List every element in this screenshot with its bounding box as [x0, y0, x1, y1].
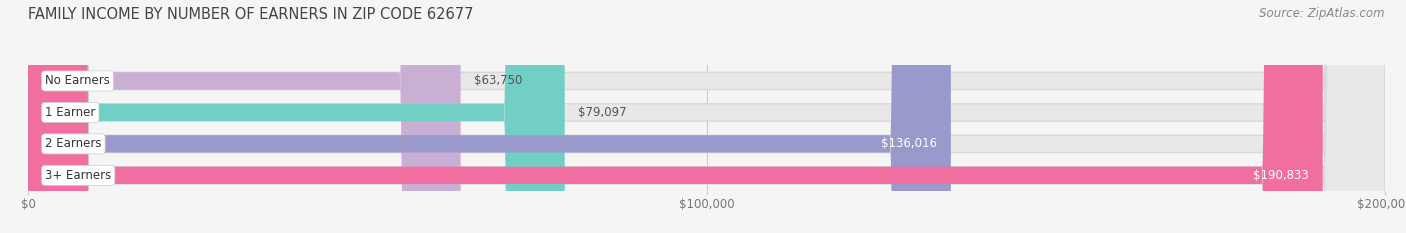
Text: 1 Earner: 1 Earner [45, 106, 96, 119]
Text: 2 Earners: 2 Earners [45, 137, 101, 150]
FancyBboxPatch shape [28, 0, 461, 233]
Text: $79,097: $79,097 [578, 106, 627, 119]
FancyBboxPatch shape [28, 0, 950, 233]
Text: FAMILY INCOME BY NUMBER OF EARNERS IN ZIP CODE 62677: FAMILY INCOME BY NUMBER OF EARNERS IN ZI… [28, 7, 474, 22]
FancyBboxPatch shape [28, 0, 565, 233]
Text: $190,833: $190,833 [1253, 169, 1309, 182]
Text: $63,750: $63,750 [474, 75, 523, 87]
FancyBboxPatch shape [28, 0, 1385, 233]
FancyBboxPatch shape [28, 0, 1385, 233]
Text: 3+ Earners: 3+ Earners [45, 169, 111, 182]
Text: No Earners: No Earners [45, 75, 110, 87]
Text: Source: ZipAtlas.com: Source: ZipAtlas.com [1260, 7, 1385, 20]
FancyBboxPatch shape [28, 0, 1385, 233]
Text: $136,016: $136,016 [882, 137, 938, 150]
FancyBboxPatch shape [28, 0, 1323, 233]
FancyBboxPatch shape [28, 0, 1385, 233]
